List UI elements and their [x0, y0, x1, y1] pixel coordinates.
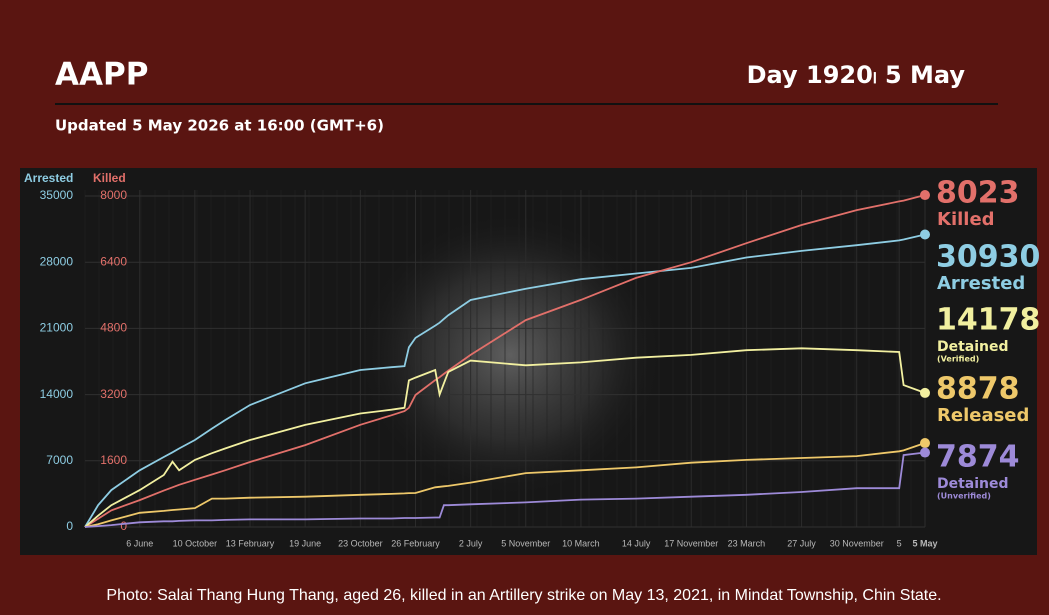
series-line — [84, 233, 926, 528]
y-axis-title: Arrested — [24, 171, 73, 185]
y2-tick-label: 4800 — [100, 321, 127, 335]
end-sublabel: (Verified) — [937, 355, 979, 364]
series-line — [84, 451, 926, 528]
end-point — [920, 387, 930, 398]
x-tick-label: 27 July — [787, 538, 816, 548]
updated: Updated 5 May 2026 at 16:00 (GMT+6) — [55, 117, 384, 135]
x-tick-label: 2 July — [459, 538, 483, 548]
end-name-label: Detained — [937, 476, 1009, 492]
x-tick-label: 30 November — [830, 538, 884, 548]
end-value-label: 8878 — [936, 372, 1020, 407]
x-tick-label: 10 October — [173, 538, 218, 548]
end-value-label: 8023 — [936, 176, 1020, 211]
y-tick-label: 21000 — [40, 321, 74, 335]
x-tick-label: 23 October — [338, 538, 383, 548]
y2-tick-label: 0 — [120, 519, 127, 533]
y2-axis-title: Killed — [93, 171, 126, 185]
series-line — [84, 442, 926, 528]
end-value-label: 7874 — [936, 440, 1020, 475]
series-line — [84, 347, 926, 528]
y2-tick-label: 1600 — [100, 453, 127, 467]
y-tick-label: 28000 — [40, 254, 74, 268]
y-tick-label: 14000 — [40, 387, 74, 401]
x-tick-label: 23 March — [728, 538, 766, 548]
end-name-label: Detained — [937, 339, 1009, 355]
caption: Photo: Salai Thang Hung Thang, aged 26, … — [106, 587, 941, 604]
x-tick-label: 10 March — [562, 538, 600, 548]
site-title: AAPP — [55, 57, 148, 93]
x-tick-label: 6 June — [126, 538, 153, 548]
y2-tick-label: 6400 — [100, 254, 127, 268]
end-point — [920, 447, 930, 458]
y-tick-label: 7000 — [46, 453, 73, 467]
end-value-label: 14178 — [936, 303, 1040, 338]
end-name-label: Released — [937, 405, 1029, 426]
chart: 6 June 10 October 13 February 19 June 23 Oct… — [24, 171, 1040, 548]
x-tick-label: 5 — [897, 538, 902, 548]
series-line — [84, 194, 926, 528]
end-name-label: Arrested — [937, 273, 1025, 294]
x-tick-label: 5 May — [912, 538, 937, 548]
x-tick-label: 5 November — [501, 538, 550, 548]
end-sublabel: (Unverified) — [937, 492, 991, 501]
end-point — [920, 229, 930, 240]
x-tick-label: 26 February — [391, 538, 440, 548]
y2-tick-label: 8000 — [100, 188, 127, 202]
x-tick-label: 13 February — [226, 538, 275, 548]
y-tick-label: 0 — [66, 519, 73, 533]
end-name-label: Killed — [937, 209, 995, 230]
y2-tick-label: 3200 — [100, 387, 127, 401]
end-value-label: 30930 — [936, 240, 1040, 275]
end-point — [920, 438, 930, 449]
x-tick-label: 14 July — [622, 538, 651, 548]
photo — [360, 215, 660, 495]
x-tick-label: 19 June — [289, 538, 321, 548]
end-point — [920, 190, 930, 201]
x-tick-label: 17 November — [664, 538, 718, 548]
y-tick-label: 35000 — [40, 188, 74, 202]
day-counter: Day 1920၊ 5 May — [747, 61, 966, 89]
